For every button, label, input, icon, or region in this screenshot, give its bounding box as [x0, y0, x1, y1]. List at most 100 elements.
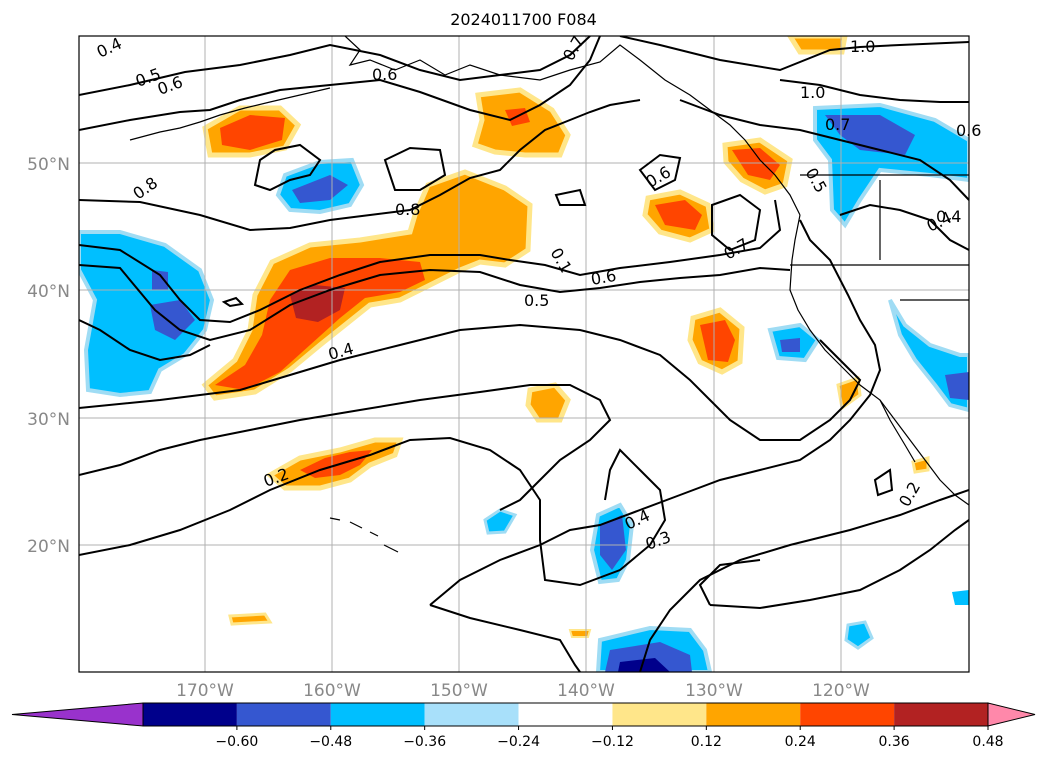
- contour-label: 0.4: [94, 34, 125, 62]
- lat-label: 30°N: [27, 410, 70, 430]
- map-title: 2024011700 F084: [450, 10, 597, 29]
- colorbar-segment: [143, 703, 237, 726]
- colorbar-tick-label: −0.36: [403, 734, 446, 750]
- colorbar-tick-label: 0.48: [972, 734, 1003, 750]
- hawaii-islands: [329, 517, 399, 553]
- contour-line: [619, 36, 969, 72]
- coastlines: [129, 36, 969, 553]
- contour-line: [638, 153, 682, 192]
- contour-lines: [79, 36, 969, 672]
- colorbar-tick-label: 0.12: [691, 734, 722, 750]
- lon-label: 160°W: [303, 681, 361, 701]
- positive-anomaly-main-red: [215, 258, 425, 390]
- baja-coast: [879, 399, 916, 463]
- positive-anomaly-main-dark: [290, 285, 345, 322]
- contour-label: 0.4: [936, 207, 961, 226]
- contour-line: [79, 436, 667, 587]
- negative-anomaly-east-core: [945, 372, 969, 400]
- colorbar-segment: [330, 703, 425, 726]
- negative-anomaly-south-core: [600, 515, 626, 570]
- positive-anomaly-small: [525, 382, 571, 423]
- colorbar-segment: [424, 703, 519, 726]
- contour-label: 0.7: [825, 115, 850, 134]
- contour-line: [711, 193, 762, 252]
- negative-anomaly-small1-core: [780, 338, 800, 352]
- contour-line: [79, 99, 641, 232]
- positive-anomaly-aleut-red: [220, 115, 285, 150]
- contour-label: 0.6: [589, 266, 617, 289]
- colorbar-tick-label: −0.60: [215, 734, 258, 750]
- contour-line: [383, 146, 447, 191]
- colorbar-extend-max: [987, 702, 1036, 727]
- colorbar-segment: [800, 703, 895, 726]
- positive-anomaly-mid2-red: [700, 320, 735, 362]
- negative-anomaly-west: [79, 230, 215, 398]
- colorbar-border: [142, 702, 989, 727]
- contour-label: 0.2: [895, 478, 924, 510]
- contour-label: 0.8: [395, 200, 420, 219]
- contour-label: 0.3: [643, 527, 673, 554]
- colorbar-segment: [894, 703, 988, 726]
- contour-line: [79, 199, 782, 324]
- colorbar-segment: [706, 703, 801, 726]
- colorbar-segment: [236, 703, 331, 726]
- contour-label: 0.1: [547, 245, 576, 277]
- lon-label-group: 170°W 160°W 150°W 140°W 130°W 120°W: [176, 681, 870, 701]
- negative-anomaly-small2: [483, 508, 518, 535]
- positive-anomaly-tiny: [228, 612, 273, 626]
- contour-line: [429, 604, 581, 672]
- contour-line: [698, 559, 761, 606]
- contour-line: [429, 219, 882, 606]
- lon-label: 130°W: [685, 681, 743, 701]
- colorbar-segment: [612, 703, 707, 726]
- lat-label: 20°N: [27, 537, 70, 557]
- positive-anomaly-top-right: [787, 36, 848, 55]
- colorbar-tick-label: −0.24: [497, 734, 540, 750]
- aleutian-islands: [129, 87, 331, 141]
- positive-anomaly-coast-red: [732, 148, 780, 180]
- contour-line: [253, 143, 322, 192]
- positive-anomaly-tiny3: [911, 456, 930, 474]
- contour-line: [79, 323, 862, 441]
- lon-label: 170°W: [176, 681, 234, 701]
- contour-line: [709, 519, 969, 610]
- contour-line: [679, 99, 969, 201]
- lon-label: 150°W: [430, 681, 488, 701]
- negative-anomaly-bottom-deep: [618, 658, 670, 672]
- shaded-field: [79, 36, 969, 672]
- contour-label: 1.0: [800, 83, 825, 102]
- lon-label: 140°W: [557, 681, 615, 701]
- colorbar-segment: [518, 703, 613, 726]
- negative-anomaly-west-core: [150, 300, 195, 340]
- gridlines: [79, 36, 969, 672]
- colorbar-extend-min: [11, 702, 144, 727]
- contour-line: [79, 36, 601, 131]
- contour-label: 0.8: [129, 173, 161, 203]
- lat-label-group: 50°N 40°N 30°N 20°N: [27, 155, 70, 557]
- contour-line: [779, 79, 969, 103]
- colorbar-tick-label: −0.48: [309, 734, 352, 750]
- contour-label: 0.5: [524, 291, 549, 310]
- negative-anomaly-tiny2: [952, 590, 969, 605]
- negative-anomaly-ne-core: [825, 115, 915, 155]
- contour-line: [79, 36, 591, 96]
- contour-line: [873, 468, 894, 497]
- colorbar-tick-label: 0.24: [785, 734, 816, 750]
- positive-anomaly-mid1-red: [655, 200, 702, 230]
- negative-anomaly-tiny: [844, 620, 874, 650]
- canada-border: [790, 174, 969, 301]
- lat-label: 40°N: [27, 282, 70, 302]
- contour-line: [839, 203, 969, 251]
- lon-label: 120°W: [812, 681, 870, 701]
- colorbar: −0.60 −0.48 −0.36 −0.24 −0.12 0.12 0.24 0.36 0.4…: [11, 702, 1036, 750]
- colorbar-tick-label: 0.36: [879, 734, 910, 750]
- contour-line: [79, 319, 211, 362]
- alaska-coast: [344, 36, 801, 216]
- negative-anomaly-west-core2: [152, 270, 168, 290]
- contour-line: [554, 188, 587, 206]
- contour-line: [79, 384, 612, 511]
- contour-label: 0.7: [721, 234, 753, 263]
- colorbar-tick-label: −0.12: [591, 734, 634, 750]
- negative-anomaly-mid-core: [292, 175, 348, 203]
